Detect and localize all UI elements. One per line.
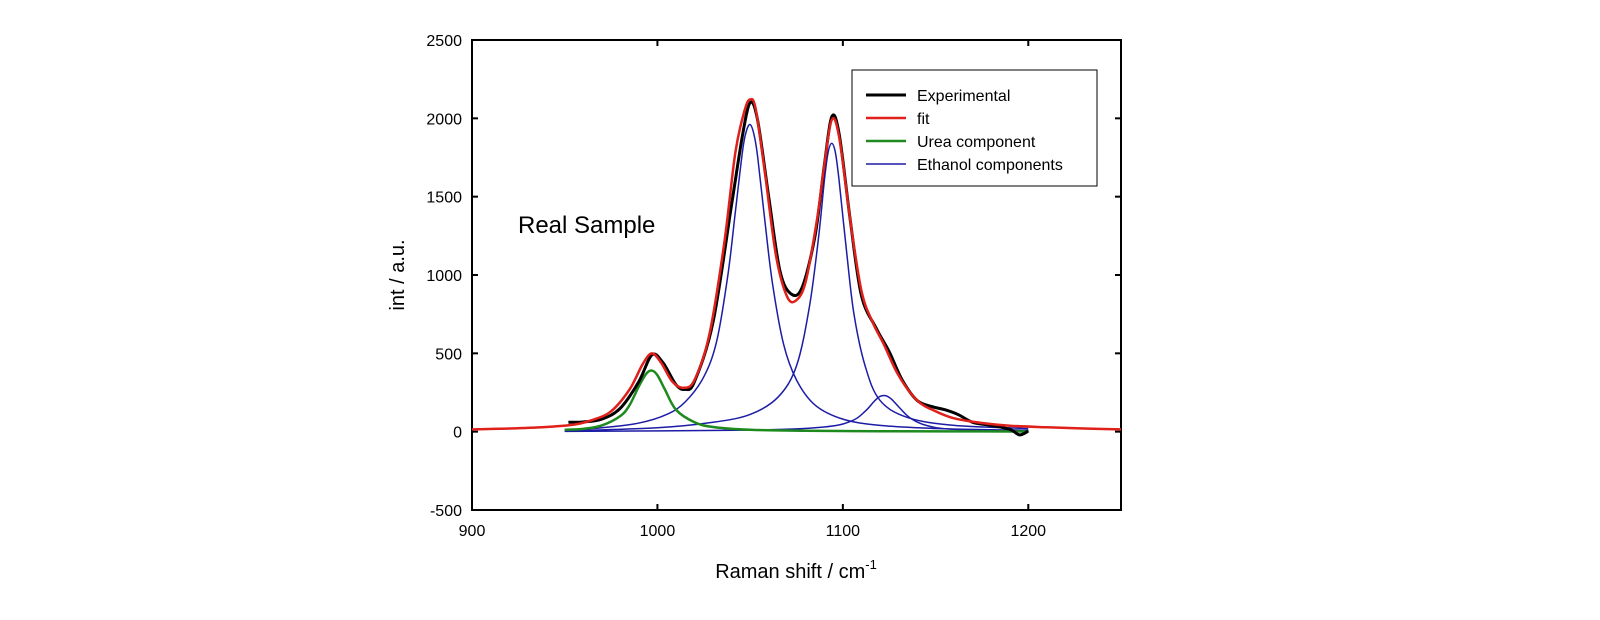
- series-ethanol-components: [564, 123, 1029, 431]
- y-tick-label: 2500: [426, 33, 462, 50]
- y-axis-title: int / a.u.: [387, 239, 409, 310]
- legend-label-fit: fit: [917, 111, 930, 128]
- y-tick-label: 2000: [426, 111, 462, 128]
- legend-label-experimental: Experimental: [917, 88, 1010, 105]
- x-tick-label: 900: [459, 523, 486, 540]
- series-layer: [472, 97, 1121, 437]
- x-tick-label: 1100: [826, 523, 861, 540]
- series-ethanol-component-4: [564, 142, 1029, 432]
- y-tick-label: 0: [453, 425, 462, 442]
- axis-ticks: 900 1000 1100 1200 -500 0 500 1000 1500 2000 2500: [426, 33, 1121, 540]
- y-tick-label: 1500: [426, 190, 462, 207]
- annotation-real-sample: Real Sample: [518, 212, 655, 239]
- y-tick-label: 500: [435, 346, 462, 363]
- legend-label-urea-component: Urea component: [917, 134, 1036, 151]
- series-ethanol-component-5: [564, 394, 1029, 433]
- y-tick-label: 1000: [426, 268, 462, 285]
- legend-label-ethanol-components: Ethanol components: [917, 157, 1063, 174]
- legend-box: [851, 69, 1098, 187]
- x-axis-title: Raman shift / cm-1: [715, 557, 877, 583]
- x-tick-label: 1000: [640, 523, 676, 540]
- y-tick-label: -500: [430, 503, 462, 520]
- legend: Experimental fit Urea component Ethanol com…: [851, 69, 1098, 187]
- x-tick-label: 1200: [1010, 523, 1046, 540]
- series-fit: [472, 97, 1121, 431]
- series-urea-component: [564, 369, 1029, 433]
